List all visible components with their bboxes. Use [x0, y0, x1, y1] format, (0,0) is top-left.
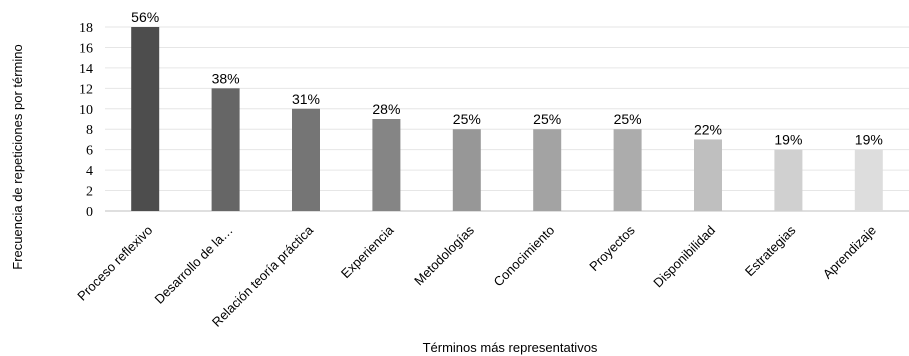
y-tick-label: 6 — [86, 144, 93, 159]
data-label: 25% — [453, 111, 481, 127]
data-label: 56% — [131, 9, 159, 25]
x-category-label: Experiencia — [338, 222, 397, 281]
y-tick-label: 12 — [79, 82, 93, 97]
y-axis-title: Frecuencia de repeticiones por término — [10, 44, 25, 269]
bar — [533, 129, 562, 211]
y-tick-label: 18 — [79, 21, 93, 36]
x-category-label: Metodologías — [411, 222, 477, 288]
y-tick-label: 10 — [79, 103, 93, 118]
data-label: 19% — [855, 132, 883, 148]
y-tick-label: 16 — [79, 41, 93, 56]
y-axis-ticks: 0 2 4 6 8 10 12 14 16 18 — [79, 21, 93, 220]
data-label: 31% — [292, 91, 320, 107]
x-category-label: Aprendizaje — [820, 223, 879, 282]
data-labels: 56% 38% 31% 28% 25% 25% 25% 22% 19% 19% — [131, 9, 883, 148]
x-category-label: Conocimiento — [490, 223, 557, 290]
data-label: 25% — [614, 111, 642, 127]
x-axis-title: Términos más representativos — [423, 340, 598, 355]
bar — [292, 108, 320, 211]
x-category-label: Disponibilidad — [650, 223, 718, 291]
data-label: 38% — [212, 70, 240, 86]
data-label: 25% — [533, 111, 561, 127]
data-label: 19% — [774, 132, 802, 148]
bar — [774, 149, 803, 211]
bar — [211, 88, 240, 211]
bar — [372, 119, 401, 211]
x-category-label: Proyectos — [586, 222, 638, 274]
bar — [854, 149, 883, 211]
y-tick-label: 8 — [86, 123, 93, 138]
bar — [131, 27, 160, 211]
bar — [452, 129, 481, 211]
x-category-label: Estrategias — [742, 222, 799, 279]
data-label: 28% — [372, 101, 400, 117]
data-label: 22% — [694, 121, 722, 137]
bars — [131, 27, 883, 211]
x-category-label: Desarrollo de la… — [152, 223, 236, 307]
y-tick-label: 0 — [86, 205, 93, 220]
y-tick-label: 2 — [86, 185, 93, 200]
x-category-label: Proceso reflexivo — [74, 223, 155, 304]
y-tick-label: 14 — [79, 62, 93, 77]
bar — [694, 139, 722, 211]
bar — [613, 129, 642, 211]
y-tick-label: 4 — [86, 164, 93, 179]
